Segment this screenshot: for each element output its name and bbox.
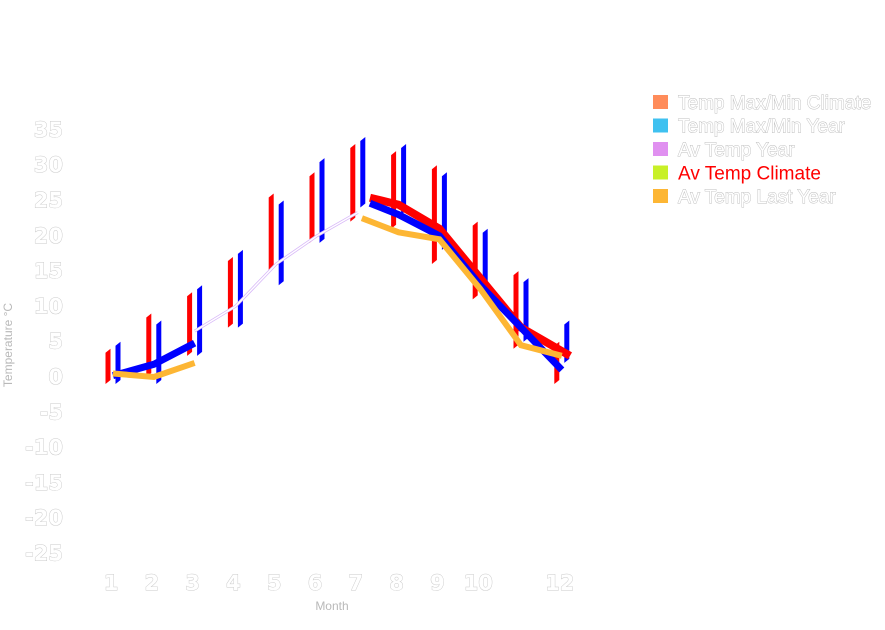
y-tick-label: 30 [34, 153, 63, 177]
y-tick-label: 25 [34, 189, 63, 213]
range-bar [268, 193, 274, 272]
legend-label: Temp Max/Min Year [678, 117, 846, 138]
range-bar [146, 313, 152, 377]
series-line [368, 200, 565, 373]
y-tick-label: 20 [34, 224, 63, 248]
range-bar [237, 249, 243, 328]
y-tick-label: 0 [48, 365, 63, 389]
x-tick-label: 2 [144, 571, 159, 595]
range-bar [401, 144, 407, 215]
y-tick-label: 15 [34, 259, 63, 283]
y-tick-label: -20 [25, 506, 63, 530]
x-axis-title: Month [315, 599, 348, 613]
y-axis-title: Temperature °C [1, 303, 15, 387]
y-tick-label: 10 [34, 294, 63, 318]
x-tick-label: 6 [308, 571, 323, 595]
legend-swatch [653, 142, 668, 156]
series-lines [112, 193, 572, 381]
y-tick-label: -5 [40, 400, 63, 424]
y-tick-label: 35 [34, 118, 63, 142]
range-bar [319, 158, 325, 243]
x-tick-label: 1 [104, 571, 119, 595]
x-tick-label: 3 [185, 571, 200, 595]
x-tick-label: 10 [464, 571, 493, 595]
legend-swatch [653, 118, 668, 133]
legend-swatch [653, 189, 668, 203]
range-bar [482, 228, 488, 293]
x-tick-label: 5 [267, 571, 282, 595]
series-line [112, 339, 197, 379]
x-tick-label: 7 [348, 571, 363, 595]
range-bar [350, 144, 356, 222]
series-line-outline [193, 211, 359, 333]
legend-label: Av Temp Last Year [678, 187, 836, 208]
range-bars [105, 136, 570, 385]
legend-label: Temp Max/Min Climate [678, 93, 871, 114]
legend-swatch [653, 165, 668, 180]
x-tick-label: 12 [545, 571, 574, 595]
series-line [112, 360, 196, 381]
series-line [194, 211, 359, 332]
range-bar [278, 200, 284, 286]
range-bar [187, 292, 193, 356]
legend-label: Av Temp Climate [678, 164, 821, 185]
x-tick-label: 8 [389, 571, 404, 595]
range-bar [227, 256, 233, 328]
legend-label: Av Temp Year [678, 140, 795, 161]
y-tick-label: -25 [25, 542, 63, 566]
range-bar [309, 172, 315, 243]
y-axis-ticks: 35 30 25 20 15 10 5 0 -5 -10 -15 -20 -25 [25, 117, 64, 566]
range-bar [360, 136, 366, 208]
range-bar [156, 320, 162, 385]
y-tick-label: 5 [48, 330, 63, 354]
range-bar [105, 348, 111, 385]
range-bar [391, 151, 397, 229]
y-tick-label: -15 [25, 471, 63, 495]
range-bar [431, 165, 437, 265]
legend-swatch [653, 95, 668, 109]
x-tick-label: 9 [430, 571, 445, 595]
x-axis-ticks: 1 2 3 4 5 6 7 8 9 10 12 [103, 571, 575, 596]
range-bar [197, 285, 203, 356]
series-line [360, 215, 563, 359]
y-tick-label: -10 [25, 436, 63, 460]
x-tick-label: 4 [226, 571, 241, 595]
range-bar [513, 271, 519, 349]
